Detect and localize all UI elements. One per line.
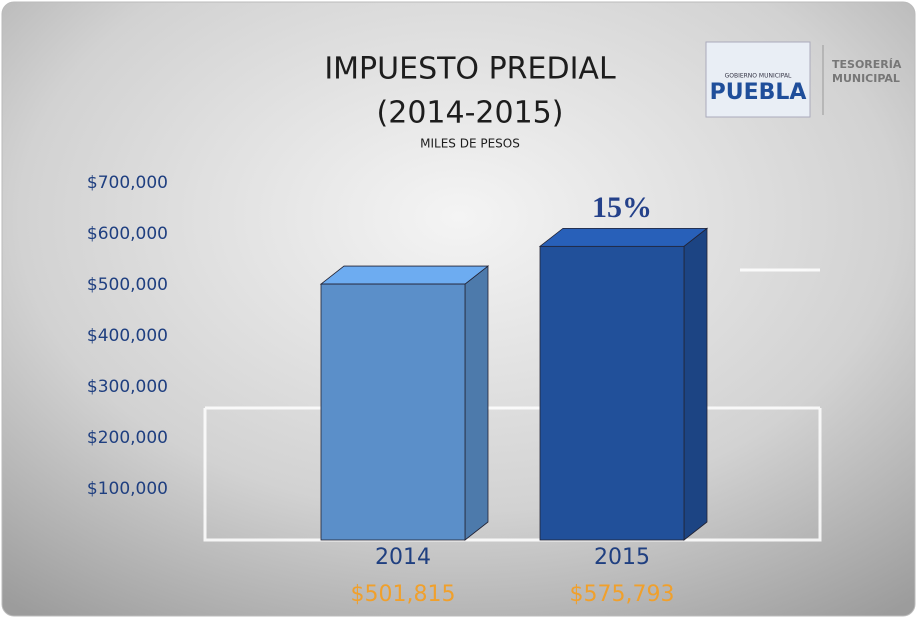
bar-top bbox=[538, 227, 709, 247]
logo-name: PUEBLA bbox=[710, 80, 807, 105]
value-label: $501,815 bbox=[351, 582, 456, 607]
bar-side bbox=[464, 265, 489, 541]
y-tick-label: $600,000 bbox=[87, 224, 168, 244]
y-tick-label: $400,000 bbox=[87, 326, 168, 346]
bar bbox=[539, 245, 685, 541]
x-tick-label: 2014 bbox=[375, 545, 431, 570]
y-tick-label: $300,000 bbox=[87, 377, 168, 397]
y-tick-label: $100,000 bbox=[87, 479, 168, 499]
logo-office: TESORERÍA bbox=[832, 58, 902, 71]
y-tick-label: $500,000 bbox=[87, 275, 168, 295]
bar-top bbox=[319, 265, 490, 285]
y-tick-label: $700,000 bbox=[87, 173, 168, 193]
floor-frame bbox=[203, 268, 822, 542]
logo-top: GOBIERNO MUNICIPAL bbox=[725, 73, 792, 80]
logo-box bbox=[705, 41, 811, 118]
chart-title: IMPUESTO PREDIAL bbox=[324, 52, 616, 87]
value-label: $575,793 bbox=[570, 582, 675, 607]
logo-office: MUNICIPAL bbox=[832, 72, 900, 85]
x-tick-label: 2015 bbox=[594, 545, 650, 570]
annotation: 15% bbox=[592, 191, 652, 224]
y-tick-label: $200,000 bbox=[87, 428, 168, 448]
bar bbox=[320, 283, 466, 541]
unit-label: MILES DE PESOS bbox=[420, 137, 520, 151]
logo: GOBIERNO MUNICIPAL PUEBLA TESORERÍA MUNI… bbox=[705, 41, 902, 118]
bar-side bbox=[683, 227, 708, 541]
chart-subtitle: (2014-2015) bbox=[377, 96, 564, 131]
